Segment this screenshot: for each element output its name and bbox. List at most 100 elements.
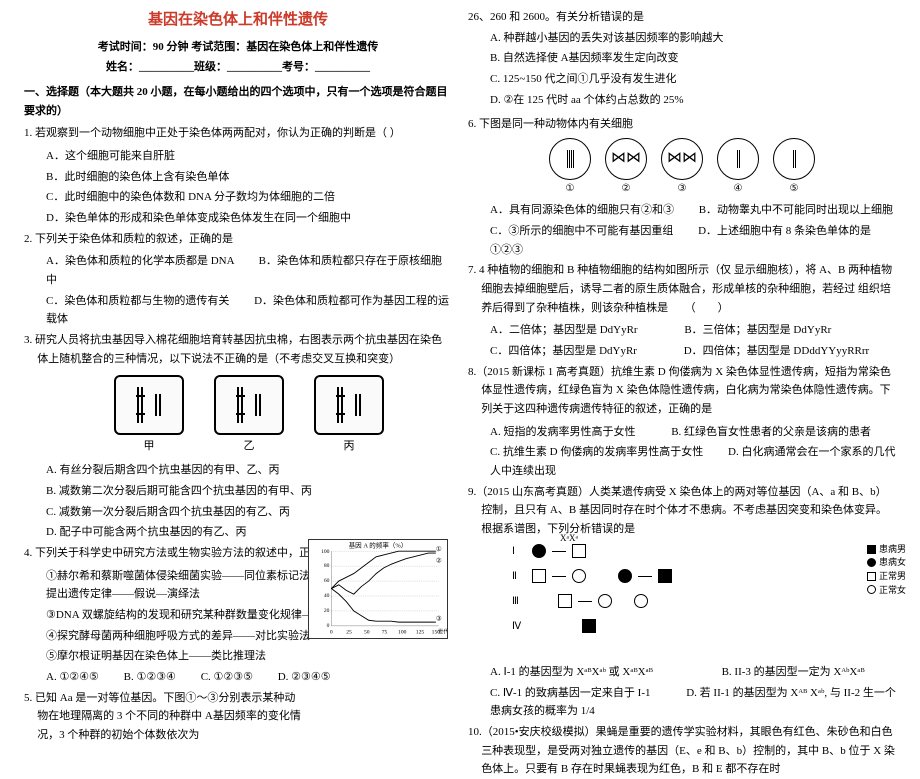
pedigree-diagram: XᵃXᵃ Ⅰ Ⅱ Ⅲ Ⅳ 患病男 患病女 正常男 正常女 (512, 543, 896, 663)
svg-text:100: 100 (398, 629, 407, 635)
legend-normal-female: 正常女 (879, 584, 906, 597)
gen-3-label: Ⅲ (512, 593, 526, 610)
q1-b: B．此时细胞的染色体上含有染色单体 (24, 168, 452, 187)
q5-stem: 5. 已知 Aa 是一对等位基因。下图①～③分别表示某种动物在地理隔离的 3 个… (24, 689, 452, 745)
svg-text:100: 100 (321, 549, 330, 555)
svg-text:25: 25 (346, 629, 352, 635)
q3-label-b: 乙 (214, 437, 284, 456)
right-column: 26、260 和 2600。有关分析错误的是 A. 种群越小基因的丢失对该基因频… (460, 8, 904, 643)
cell-4: ④ (717, 138, 759, 197)
q5-cont-stem: 26、260 和 2600。有关分析错误的是 (468, 8, 896, 27)
pedigree-legend: 患病男 患病女 正常男 正常女 (867, 543, 906, 597)
ped-ii-2 (572, 569, 586, 583)
q5c-b: B. 自然选择使 A基因频率发生定向改变 (468, 49, 896, 68)
cell-label-3: ③ (661, 180, 703, 197)
section-1-header: 一、选择题（本大题共 20 小题，在每小题给出的四个选项中，只有一个选项是符合题… (24, 83, 452, 120)
left-column: 基因在染色体上和伴性遗传 考试时间：90 分钟 考试范围：基因在染色体上和伴性遗… (16, 8, 460, 643)
q2-c: C．染色体和质粒都与生物的遗传有关 (46, 295, 229, 307)
q3-b: B. 减数第二次分裂后期可能含四个抗虫基因的有甲、丙 (24, 482, 452, 501)
ped-iii-1 (558, 594, 572, 608)
q2-stem: 2. 下列关于染色体和质粒的叙述，正确的是 (24, 230, 452, 249)
q9-stem: 9.（2015 山东高考真题）人类某遗传病受 X 染色体上的两对等位基因（A、a… (468, 483, 896, 539)
q4-d: D. ②③④⑤ (278, 671, 331, 683)
q6-row1: A．具有同源染色体的细胞只有②和③ B．动物睾丸中不可能同时出现以上细胞 (468, 201, 896, 220)
cell-label-2: ② (605, 180, 647, 197)
cell-label-1: ① (549, 180, 591, 197)
svg-text:①: ① (436, 545, 442, 553)
page-title: 基因在染色体上和伴性遗传 (24, 8, 452, 34)
q3-diagrams: 甲 乙 丙 (24, 375, 452, 456)
q7-d: D．四倍体；基因型是 DDddYYyyRRrr (684, 345, 869, 357)
q4-options: A. ①②④⑤ B. ①②③④ C. ①②③⑤ D. ②③④⑤ (24, 668, 452, 687)
q4-b: B. ①②③④ (124, 671, 176, 683)
svg-text:60: 60 (324, 578, 330, 584)
q3-diagram-b: 乙 (214, 375, 284, 456)
q3-label-c: 丙 (314, 437, 384, 456)
q4-c: C. ①②③⑤ (201, 671, 253, 683)
svg-text:世代: 世代 (438, 627, 448, 635)
cell-5: ⑤ (773, 138, 815, 197)
q2-row2: C．染色体和质粒都与生物的遗传有关 D．染色体和质粒都可作为基因工程的运载体 (24, 292, 452, 329)
cell-3: ⋈⋈ ③ (661, 138, 703, 197)
q3-a: A. 有丝分裂后期含四个抗虫基因的有甲、乙、丙 (24, 461, 452, 480)
gen-2-label: Ⅱ (512, 568, 526, 585)
ped-iii-2 (598, 594, 612, 608)
q3-diagram-a: 甲 (114, 375, 184, 456)
q8-stem: 8.（2015 新课标 1 高考真题）抗维生素 D 佝偻病为 X 染色体显性遗传… (468, 363, 896, 419)
svg-text:0: 0 (330, 629, 333, 635)
q3-label-a: 甲 (114, 437, 184, 456)
q6-stem: 6. 下图是同一种动物体内有关细胞 (468, 115, 896, 134)
q10-stem: 10.（2015•安庆校级模拟）果蝇是重要的遗传学实验材料，其眼色有红色、朱砂色… (468, 723, 896, 779)
q5-chart: 基因 A 的频率（%） 02040 6080100 ① ② ③ 02550 75… (308, 539, 448, 639)
q5c-c: C. 125~150 代之间①几乎没有发生进化 (468, 70, 896, 89)
ped-i-1 (532, 544, 546, 558)
cell-label-4: ④ (717, 180, 759, 197)
q8-a: A. 短指的发病率男性高于女性 (490, 426, 635, 438)
legend-affected-female: 患病女 (879, 556, 906, 569)
svg-text:80: 80 (324, 563, 330, 569)
q6-c: C．③所示的细胞中不可能有基因重组 (490, 225, 673, 237)
svg-text:50: 50 (364, 629, 370, 635)
q1-c: C．此时细胞中的染色体数和 DNA 分子数均为体细胞的二倍 (24, 188, 452, 207)
subtitle: 考试时间：90 分钟 考试范围：基因在染色体上和伴性遗传 (24, 38, 452, 57)
q2-row1: A．染色体和质粒的化学本质都是 DNA B．染色体和质粒都只存在于原核细胞中 (24, 252, 452, 289)
gen-4-label: Ⅳ (512, 618, 526, 635)
q8-c: C. 抗维生素 D 佝偻病的发病率男性高于女性 (490, 446, 703, 458)
q6-b: B．动物睾丸中不可能同时出现以上细胞 (699, 204, 893, 216)
svg-text:0: 0 (327, 623, 330, 629)
gen-1-label: Ⅰ (512, 543, 526, 560)
name-line: 姓名：__________班级：__________考号：__________ (24, 58, 452, 77)
q3-c: C. 减数第一次分裂后期含四个抗虫基因的有乙、丙 (24, 503, 452, 522)
chart-ylabel: 基因 A 的频率（%） (349, 540, 408, 549)
q8-row2: C. 抗维生素 D 佝偻病的发病率男性高于女性 D. 白化病通常会在一个家系的几… (468, 443, 896, 480)
q3-stem: 3. 研究人员将抗虫基因导入棉花细胞培育转基因抗虫棉，右图表示两个抗虫基因在染色… (24, 331, 452, 368)
q6-cells: ① ⋈⋈ ② ⋈⋈ ③ ④ ⑤ (468, 138, 896, 197)
q8-row1: A. 短指的发病率男性高于女性 B. 红绿色盲女性患者的父亲是该病的患者 (468, 423, 896, 442)
ped-iv-1 (582, 619, 596, 633)
legend-affected-male: 患病男 (879, 543, 906, 556)
q6-row2: C．③所示的细胞中不可能有基因重组 D．上述细胞中有 8 条染色单体的是①②③ (468, 222, 896, 259)
q9-b: B. II-3 的基因型一定为 XᴬᵇXᵃᴮ (722, 666, 865, 678)
q6-a: A．具有同源染色体的细胞只有②和③ (490, 204, 674, 216)
q2-a: A．染色体和质粒的化学本质都是 DNA (46, 255, 234, 267)
q9-c: C. Ⅳ-1 的致病基因一定来自于 I-1 (490, 687, 650, 699)
legend-normal-male: 正常男 (879, 570, 906, 583)
ped-ii-4 (658, 569, 672, 583)
q8-b: B. 红绿色盲女性患者的父亲是该病的患者 (671, 426, 871, 438)
ped-ii-3 (618, 569, 632, 583)
q5c-d: D. ②在 125 代时 aa 个体约占总数的 25% (468, 91, 896, 110)
q7-b: B．三倍体；基因型是 DdYyRr (684, 324, 831, 336)
q7-row2: C．四倍体；基因型是 DdYyRr D．四倍体；基因型是 DDddYYyyRRr… (468, 342, 896, 361)
q7-stem: 7. 4 种植物的细胞和 B 种植物细胞的结构如图所示（仅 显示细胞核），将 A… (468, 261, 896, 317)
svg-text:40: 40 (324, 593, 330, 599)
cell-2: ⋈⋈ ② (605, 138, 647, 197)
q9-row1: A. Ⅰ-1 的基因型为 XᵃᴮXᵃᵇ 或 XᵃᴮXᵃᴮ B. II-3 的基因… (468, 663, 896, 682)
q1-stem: 1. 若观察到一个动物细胞中正处于染色体两两配对，你认为正确的判断是（ ） (24, 124, 452, 143)
pedigree-top-label: XᵃXᵃ (560, 531, 578, 546)
ped-iii-3 (634, 594, 648, 608)
cell-1: ① (549, 138, 591, 197)
q7-row1: A．二倍体；基因型是 DdYyRr B．三倍体；基因型是 DdYyRr (468, 321, 896, 340)
q4-line4: ⑤摩尔根证明基因在染色体上——类比推理法 (24, 647, 452, 666)
q1-d: D．染色单体的形成和染色单体变成染色体发生在同一个细胞中 (24, 209, 452, 228)
q3-diagram-c: 丙 (314, 375, 384, 456)
